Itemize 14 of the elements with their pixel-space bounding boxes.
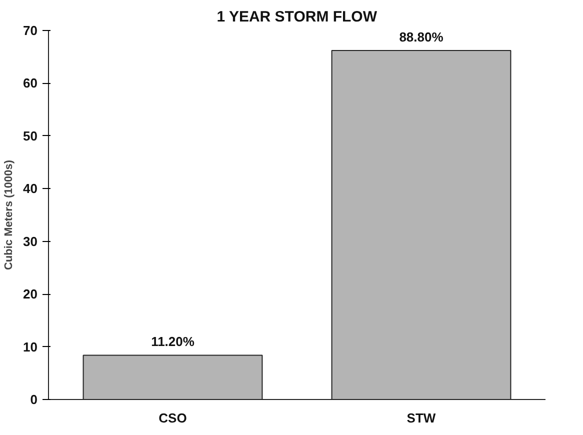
y-axis-title: Cubic Meters (1000s) (3, 160, 16, 270)
y-tick-label: 70 (23, 23, 38, 38)
y-tick-label: 40 (23, 181, 38, 196)
y-tick-label: 50 (23, 128, 38, 144)
y-tick-label: 60 (23, 76, 38, 91)
chart-title: 1 YEAR STORM FLOW (216, 8, 378, 26)
y-tick-label: 20 (23, 286, 38, 302)
y-tick-label: 30 (23, 234, 38, 249)
annotation: 88.80% (399, 30, 444, 45)
x-tick-label: STW (406, 410, 436, 426)
x-tick-label: CSO (158, 410, 187, 426)
y-tick-label: 0 (30, 392, 38, 407)
annotation: 11.20% (151, 334, 195, 350)
y-tick-label: 10 (23, 339, 38, 354)
